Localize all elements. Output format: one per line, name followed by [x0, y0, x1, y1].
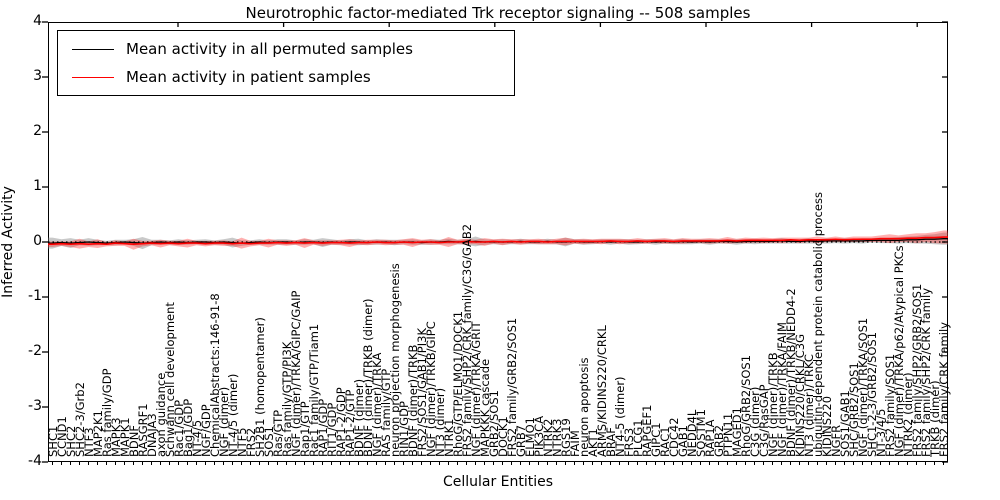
y-tick-label: -2: [28, 343, 42, 359]
y-tick-label: 1: [33, 178, 42, 194]
legend-box: Mean activity in all permuted samples Me…: [57, 30, 515, 96]
y-tick-label: 2: [33, 123, 42, 139]
legend-label-patient: Mean activity in patient samples: [126, 68, 371, 86]
legend-item-permuted: Mean activity in all permuted samples: [58, 37, 514, 61]
patient-line-sample: [72, 76, 114, 78]
y-tick-label: -1: [28, 288, 42, 304]
y-tick-label: 0: [33, 233, 42, 249]
x-tick-label: FRS2 family/CRK family: [936, 322, 951, 457]
legend-label-permuted: Mean activity in all permuted samples: [126, 40, 413, 58]
patient-band: [48, 230, 948, 250]
permuted-line-sample: [72, 48, 114, 50]
patient-mean-line: [48, 236, 948, 246]
y-tick-label: 3: [33, 68, 42, 84]
chart-title: Neurotrophic factor-mediated Trk recepto…: [245, 4, 751, 22]
x-axis-label: Cellular Entities: [442, 474, 554, 490]
y-tick-label: -4: [28, 453, 42, 469]
y-tick-label: -3: [28, 398, 42, 414]
permuted-band: [48, 232, 948, 250]
legend-item-patient: Mean activity in patient samples: [58, 65, 514, 89]
y-tick-label: 4: [33, 13, 42, 29]
